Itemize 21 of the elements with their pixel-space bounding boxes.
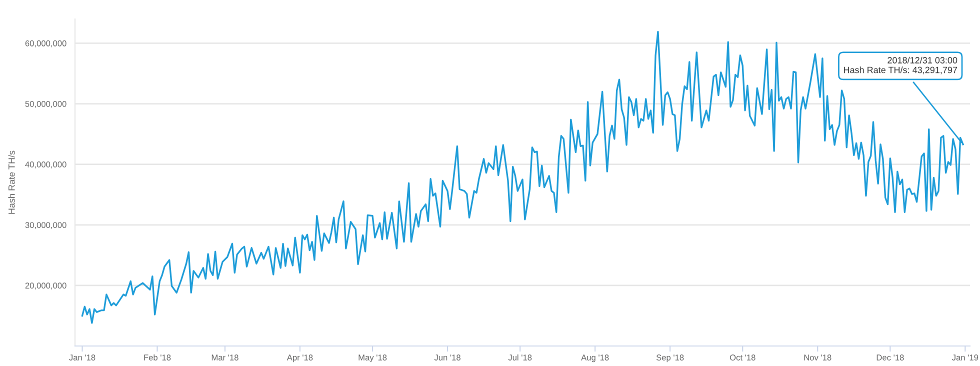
x-tick-label: Dec '18 [876,354,904,360]
x-tick-label: Sep '18 [656,354,684,362]
x-tick-label: Jan '19 [952,354,978,360]
x-tick-label: May '18 [358,354,387,362]
x-tick-label: Oct '18 [730,354,756,360]
x-tick-label: Jun '18 [434,354,460,360]
y-axis-title: Hash Rate TH/s [8,150,15,214]
y-tick-label: 60,000,000 [25,40,66,48]
y-tick-label: 30,000,000 [25,222,66,229]
x-tick-label: Jul '18 [508,354,532,360]
x-tick-label: Mar '18 [212,354,238,360]
x-tick-label: Jan '18 [69,354,96,360]
annotation: 2018/12/31 03:00 Hash Rate TH/s: 43,291,797 [844,56,958,74]
x-tick-label: Feb '18 [144,354,171,360]
y-tick-label: 40,000,000 [25,162,66,168]
y-tick-label: 20,000,000 [25,282,66,290]
x-tick-label: Nov '18 [804,354,832,360]
x-tick-label: Apr '18 [286,354,313,362]
y-tick-label: 50,000,000 [25,100,66,108]
x-tick-label: Aug '18 [581,354,609,362]
line-series [81,30,964,324]
